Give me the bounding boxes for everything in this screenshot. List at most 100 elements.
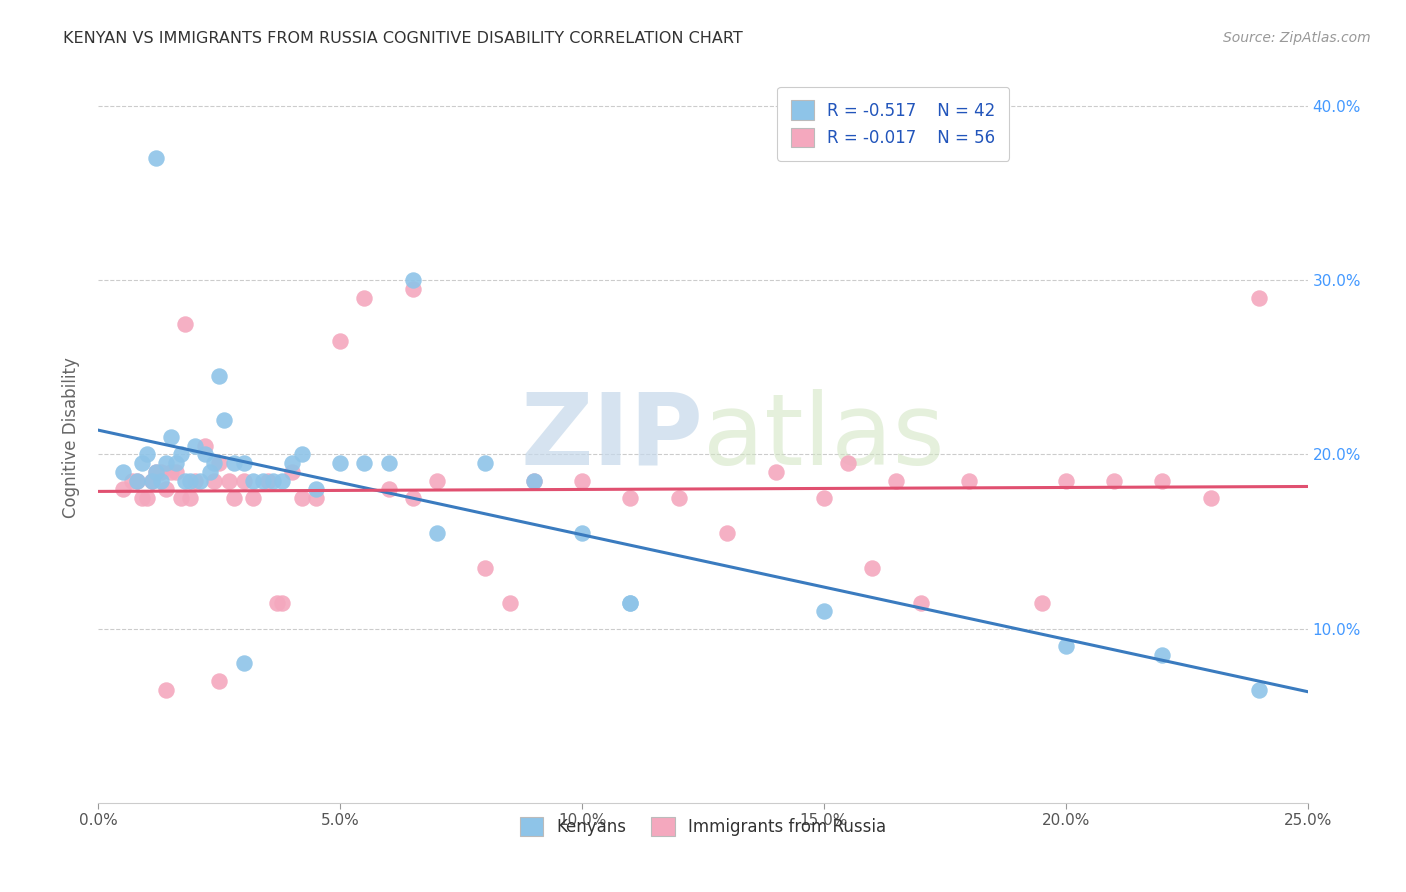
Point [290, 448, 312, 462]
Point [212, 412, 235, 426]
Point [765, 465, 787, 479]
Point [198, 465, 221, 479]
Point [141, 474, 163, 488]
Text: atlas: atlas [703, 389, 945, 485]
Point [242, 491, 264, 505]
Point [208, 673, 231, 688]
Point [222, 491, 245, 505]
Point [165, 465, 187, 479]
Point [281, 456, 304, 470]
Point [281, 465, 304, 479]
Point [1249, 682, 1271, 697]
Point [208, 369, 231, 384]
Point [329, 456, 352, 470]
Point [242, 474, 264, 488]
Point [174, 474, 197, 488]
Point [145, 465, 167, 479]
Point [668, 491, 690, 505]
Point [1199, 491, 1222, 505]
Point [208, 456, 231, 470]
Point [426, 474, 449, 488]
Point [426, 525, 449, 540]
Point [377, 483, 399, 497]
Point [155, 682, 177, 697]
Point [131, 456, 153, 470]
Point [377, 456, 399, 470]
Point [174, 317, 197, 331]
Point [169, 448, 191, 462]
Point [305, 483, 328, 497]
Point [150, 465, 173, 479]
Point [179, 474, 201, 488]
Point [184, 439, 207, 453]
Point [194, 439, 217, 453]
Point [145, 152, 167, 166]
Point [402, 273, 425, 287]
Point [184, 474, 207, 488]
Point [111, 465, 134, 479]
Point [329, 334, 352, 349]
Point [155, 483, 177, 497]
Point [145, 465, 167, 479]
Point [232, 657, 254, 671]
Point [179, 491, 201, 505]
Point [204, 474, 226, 488]
Point [155, 456, 177, 470]
Point [252, 474, 274, 488]
Point [188, 474, 211, 488]
Text: ZIP: ZIP [520, 389, 703, 485]
Point [141, 474, 163, 488]
Point [127, 474, 149, 488]
Text: Source: ZipAtlas.com: Source: ZipAtlas.com [1223, 31, 1371, 45]
Point [1152, 648, 1174, 662]
Legend: Kenyans, Immigrants from Russia: Kenyans, Immigrants from Russia [506, 804, 900, 849]
Point [619, 491, 641, 505]
Point [353, 291, 375, 305]
Point [232, 474, 254, 488]
Point [837, 456, 859, 470]
Point [1152, 474, 1174, 488]
Point [1054, 639, 1077, 653]
Point [474, 560, 496, 574]
Point [290, 491, 312, 505]
Point [271, 474, 294, 488]
Point [232, 456, 254, 470]
Point [135, 448, 157, 462]
Point [160, 465, 183, 479]
Point [271, 595, 294, 609]
Point [1054, 474, 1077, 488]
Point [194, 448, 217, 462]
Point [127, 474, 149, 488]
Y-axis label: Cognitive Disability: Cognitive Disability [62, 357, 80, 517]
Point [402, 491, 425, 505]
Point [131, 491, 153, 505]
Point [256, 474, 278, 488]
Point [910, 595, 932, 609]
Point [716, 525, 738, 540]
Point [1102, 474, 1125, 488]
Point [523, 474, 546, 488]
Point [204, 456, 226, 470]
Point [571, 474, 593, 488]
Text: KENYAN VS IMMIGRANTS FROM RUSSIA COGNITIVE DISABILITY CORRELATION CHART: KENYAN VS IMMIGRANTS FROM RUSSIA COGNITI… [63, 31, 742, 46]
Point [860, 560, 883, 574]
Point [165, 456, 187, 470]
Point [957, 474, 980, 488]
Point [619, 595, 641, 609]
Point [813, 491, 835, 505]
Point [571, 525, 593, 540]
Point [111, 483, 134, 497]
Point [1249, 291, 1271, 305]
Point [523, 474, 546, 488]
Point [135, 491, 157, 505]
Point [305, 491, 328, 505]
Point [150, 474, 173, 488]
Point [160, 430, 183, 444]
Point [218, 474, 240, 488]
Point [402, 282, 425, 296]
Point [266, 595, 288, 609]
Point [474, 456, 496, 470]
Point [169, 491, 191, 505]
Point [262, 474, 284, 488]
Point [121, 474, 143, 488]
